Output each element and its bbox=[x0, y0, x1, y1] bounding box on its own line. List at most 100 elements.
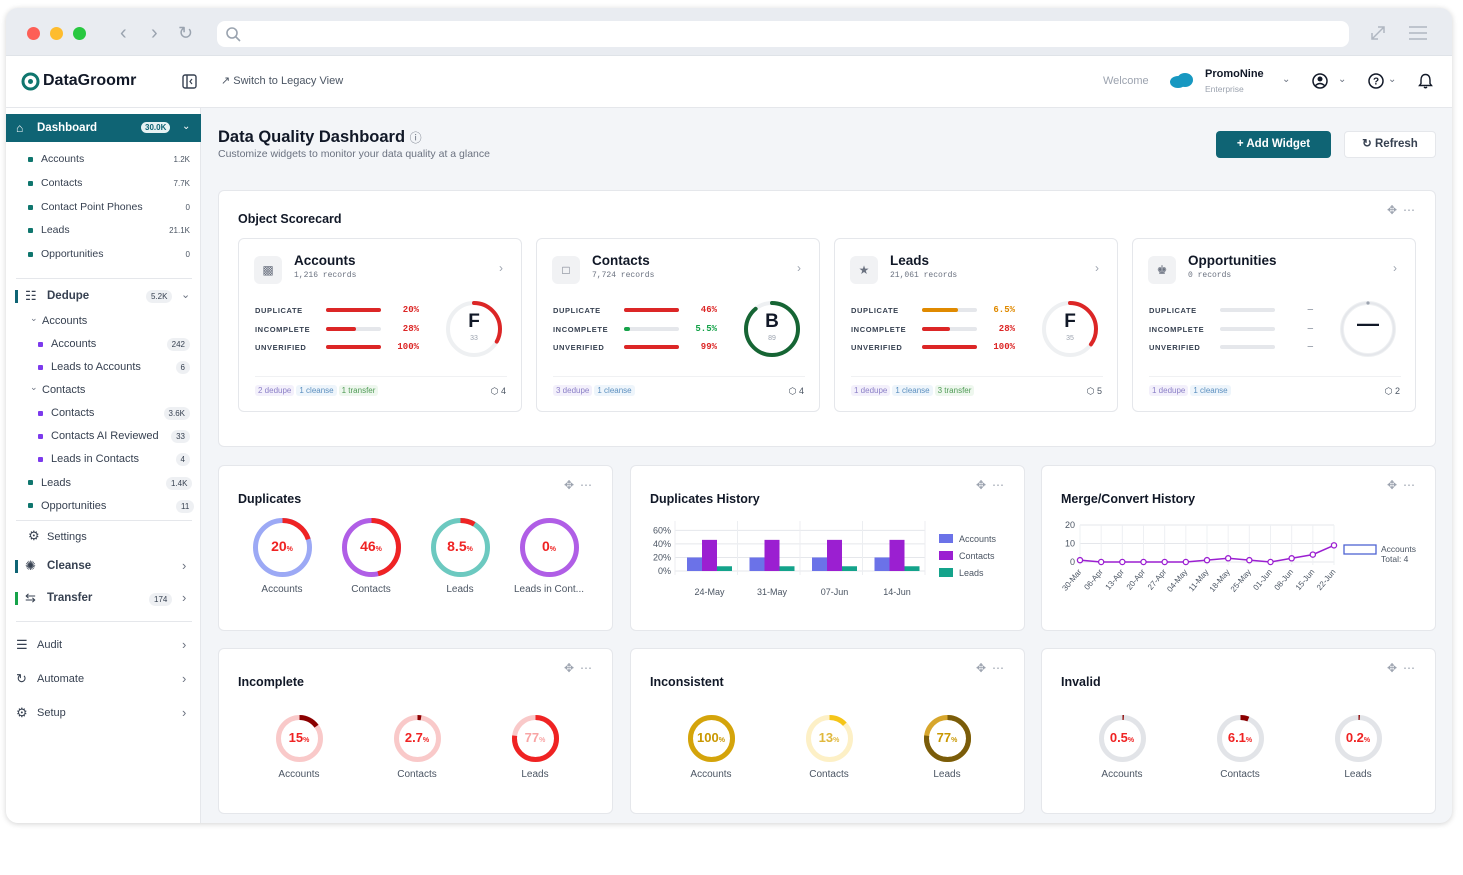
sidebar-item-dedupe-leads[interactable]: Leads bbox=[41, 477, 71, 489]
sidebar-subitem[interactable]: Contacts bbox=[41, 176, 83, 189]
close-window-dot[interactable] bbox=[27, 27, 40, 40]
switch-legacy-link[interactable]: ↗ Switch to Legacy View bbox=[221, 74, 343, 87]
more-options-icon[interactable]: ⋯ bbox=[580, 661, 598, 675]
sidebar-subitem[interactable]: Contacts bbox=[51, 407, 95, 419]
scorecard-card[interactable]: ♚ Opportunities 0 records › DUPLICATE — INCOMP… bbox=[1132, 238, 1416, 412]
more-options-icon[interactable]: ⋯ bbox=[1403, 203, 1421, 217]
more-options-icon[interactable]: ⋯ bbox=[992, 478, 1010, 492]
sidebar-item-cleanse[interactable]: Cleanse bbox=[47, 560, 92, 572]
expand-icon[interactable] bbox=[1369, 24, 1387, 42]
help-icon[interactable]: ? bbox=[1368, 73, 1384, 89]
refresh-button[interactable]: ↻ Refresh bbox=[1344, 131, 1436, 158]
menu-icon[interactable] bbox=[1408, 25, 1428, 41]
collapse-sidebar-icon[interactable] bbox=[182, 74, 197, 89]
scorecard-card[interactable]: □ Contacts 7,724 records › DUPLICATE 46% INCOM… bbox=[536, 238, 820, 412]
chevron-down-icon[interactable]: ⌄ bbox=[30, 382, 38, 392]
chevron-right-icon[interactable]: › bbox=[1095, 261, 1099, 275]
user-account-icon[interactable] bbox=[1312, 73, 1328, 89]
move-icon[interactable]: ✥ bbox=[975, 478, 992, 492]
bar-contacts bbox=[827, 539, 842, 571]
org-name[interactable]: PromoNine bbox=[1205, 68, 1264, 80]
back-icon[interactable]: ‹ bbox=[120, 22, 127, 44]
action-tag[interactable]: 1 transfer bbox=[338, 385, 379, 396]
more-options-icon[interactable]: ⋯ bbox=[992, 661, 1010, 675]
url-bar[interactable] bbox=[217, 21, 1349, 47]
chevron-right-icon[interactable]: › bbox=[182, 637, 187, 652]
reload-icon[interactable]: ↻ bbox=[178, 23, 194, 43]
grade-ring-arc bbox=[744, 301, 800, 357]
sidebar-item-dedupe[interactable]: Dedupe bbox=[47, 290, 90, 302]
action-tag[interactable]: 1 dedupe bbox=[1149, 385, 1189, 396]
action-tag[interactable]: 1 cleanse bbox=[594, 385, 635, 396]
gauge-number: 0.2 bbox=[1345, 729, 1364, 745]
sidebar-subitem[interactable]: Leads to Accounts bbox=[51, 361, 141, 373]
action-tag[interactable]: 3 transfer bbox=[934, 385, 975, 396]
forward-icon[interactable]: › bbox=[151, 22, 158, 44]
chevron-down-icon[interactable]: ⌄ bbox=[181, 289, 191, 301]
maximize-window-dot[interactable] bbox=[73, 27, 86, 40]
org-chevron-down-icon[interactable]: ⌄ bbox=[1282, 74, 1291, 85]
move-icon[interactable]: ✥ bbox=[563, 478, 580, 492]
sidebar-item-automate[interactable]: Automate bbox=[37, 673, 85, 685]
chevron-right-icon[interactable]: › bbox=[797, 261, 801, 275]
move-icon[interactable]: ✥ bbox=[1386, 661, 1403, 675]
scorecard-card[interactable]: ★ Leads 21,061 records › DUPLICATE 6.5% INCOMP… bbox=[834, 238, 1118, 412]
sidebar-item-setup[interactable]: Setup bbox=[37, 707, 66, 719]
chevron-right-icon[interactable]: › bbox=[1393, 261, 1397, 275]
sidebar-item-audit[interactable]: Audit bbox=[37, 639, 63, 651]
sidebar-item-settings[interactable]: Settings bbox=[47, 531, 87, 543]
sidebar-subitem[interactable]: Accounts bbox=[41, 153, 85, 165]
dedupe-group-accounts[interactable]: Accounts bbox=[42, 315, 88, 327]
chevron-right-icon[interactable]: › bbox=[499, 261, 503, 275]
chevron-right-icon[interactable]: › bbox=[182, 590, 187, 605]
more-options-icon[interactable]: ⋯ bbox=[1403, 661, 1421, 675]
bell-icon[interactable] bbox=[1418, 73, 1433, 89]
count-badge: 1.2K bbox=[173, 155, 190, 164]
action-tag[interactable]: 1 cleanse bbox=[1190, 385, 1231, 396]
chevron-right-icon[interactable]: › bbox=[182, 671, 187, 686]
help-chevron-down-icon[interactable]: ⌄ bbox=[1388, 74, 1397, 85]
action-tag[interactable]: 3 dedupe bbox=[553, 385, 593, 396]
action-tag[interactable]: 1 dedupe bbox=[851, 385, 891, 396]
action-tag[interactable]: 2 dedupe bbox=[255, 385, 295, 396]
chevron-right-icon[interactable]: › bbox=[182, 705, 187, 720]
scorecard-name: Opportunities bbox=[1188, 253, 1277, 268]
sidebar-item-dedupe-opportunities[interactable]: Opportunities bbox=[41, 500, 107, 512]
scorecard-records: 21,061 records bbox=[890, 271, 958, 280]
sidebar-item-dashboard[interactable]: ⌂ Dashboard 30.0K ⌄ bbox=[6, 114, 201, 142]
metric-bar-fill bbox=[326, 345, 381, 349]
more-options-icon[interactable]: ⋯ bbox=[1403, 478, 1421, 492]
chevron-down-icon[interactable]: ⌄ bbox=[30, 313, 38, 323]
user-chevron-down-icon[interactable]: ⌄ bbox=[1338, 74, 1347, 85]
gauge-value: 20% bbox=[252, 538, 312, 554]
action-tag[interactable]: 1 cleanse bbox=[892, 385, 933, 396]
move-icon[interactable]: ✥ bbox=[1386, 478, 1403, 492]
move-icon[interactable]: ✥ bbox=[975, 661, 992, 675]
sidebar-subitem[interactable]: Contact Point Phones bbox=[41, 200, 143, 213]
metric-value: 28% bbox=[998, 323, 1015, 334]
action-tag[interactable]: 1 cleanse bbox=[296, 385, 337, 396]
count-badge: 3.6K bbox=[163, 407, 190, 420]
metric-bar-fill bbox=[624, 326, 630, 331]
more-options-icon[interactable]: ⋯ bbox=[580, 478, 598, 492]
move-icon[interactable]: ✥ bbox=[563, 661, 580, 675]
dashboard-count-badge: 30.0K bbox=[141, 122, 171, 133]
sidebar-subitem[interactable]: Contacts AI Reviewed bbox=[51, 430, 159, 442]
chevron-right-icon[interactable]: › bbox=[182, 558, 187, 573]
move-icon[interactable]: ✥ bbox=[1386, 203, 1403, 217]
x-tick-label: 22-Jun bbox=[1315, 568, 1338, 593]
job-count-value: 5 bbox=[1096, 386, 1102, 396]
dedupe-group-contacts[interactable]: Contacts bbox=[42, 384, 86, 396]
sidebar-item-transfer[interactable]: Transfer bbox=[47, 592, 93, 604]
sidebar-subitem[interactable]: Leads bbox=[41, 224, 70, 237]
info-icon[interactable]: ⓘ bbox=[409, 131, 422, 145]
sidebar-subitem[interactable]: Accounts bbox=[51, 338, 97, 350]
crown-icon: ♚ bbox=[1148, 256, 1176, 284]
scorecard-card[interactable]: ▩ Accounts 1,216 records › DUPLICATE 20% INCOM… bbox=[238, 238, 522, 412]
sidebar-subitem[interactable]: Opportunities bbox=[41, 248, 104, 261]
gauge-ring bbox=[511, 714, 559, 762]
add-widget-button[interactable]: + Add Widget bbox=[1216, 131, 1331, 158]
sidebar-subitem[interactable]: Leads in Contacts bbox=[51, 453, 140, 465]
minimize-window-dot[interactable] bbox=[50, 27, 63, 40]
widget-title: Incomplete bbox=[238, 675, 304, 689]
